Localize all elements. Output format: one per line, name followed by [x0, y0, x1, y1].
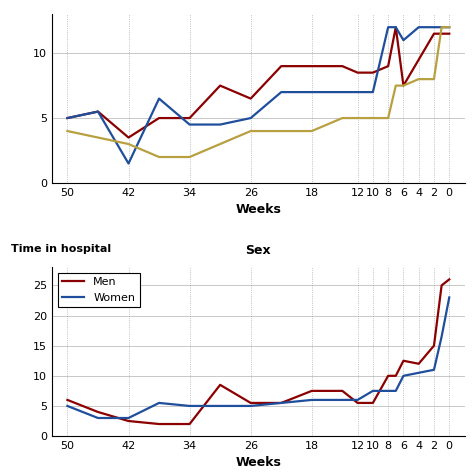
Line: Women: Women [67, 298, 449, 418]
Men [64, 397, 70, 403]
Women [309, 397, 315, 403]
Men [393, 373, 399, 379]
Women [187, 403, 192, 409]
Women [447, 295, 452, 301]
Women [278, 400, 284, 406]
Legend: Men, Women: Men, Women [58, 273, 140, 307]
Men [355, 400, 360, 406]
Women [393, 388, 399, 394]
Women [95, 415, 101, 421]
Women [248, 403, 254, 409]
Men [309, 388, 315, 394]
Text: Sex: Sex [246, 244, 271, 257]
Women [64, 403, 70, 409]
Women [439, 334, 445, 339]
Men [278, 400, 284, 406]
Men [339, 388, 345, 394]
Men [248, 400, 254, 406]
Men [431, 343, 437, 348]
Men [156, 421, 162, 427]
Women [339, 397, 345, 403]
Women [370, 388, 376, 394]
Men [370, 400, 376, 406]
Women [355, 397, 360, 403]
Women [126, 415, 131, 421]
Women [156, 400, 162, 406]
Women [401, 373, 406, 379]
Men [401, 358, 406, 364]
X-axis label: Weeks: Weeks [236, 456, 281, 469]
Women [385, 388, 391, 394]
X-axis label: Weeks: Weeks [236, 203, 281, 216]
Women [431, 367, 437, 373]
Women [416, 370, 421, 376]
Men [416, 361, 421, 366]
Women [217, 403, 223, 409]
Men [217, 382, 223, 388]
Men [187, 421, 192, 427]
Men [126, 418, 131, 424]
Line: Men: Men [67, 279, 449, 424]
Men [385, 373, 391, 379]
Men [439, 283, 445, 288]
Men [447, 276, 452, 282]
Men [95, 409, 101, 415]
Text: Time in hospital: Time in hospital [11, 244, 111, 254]
